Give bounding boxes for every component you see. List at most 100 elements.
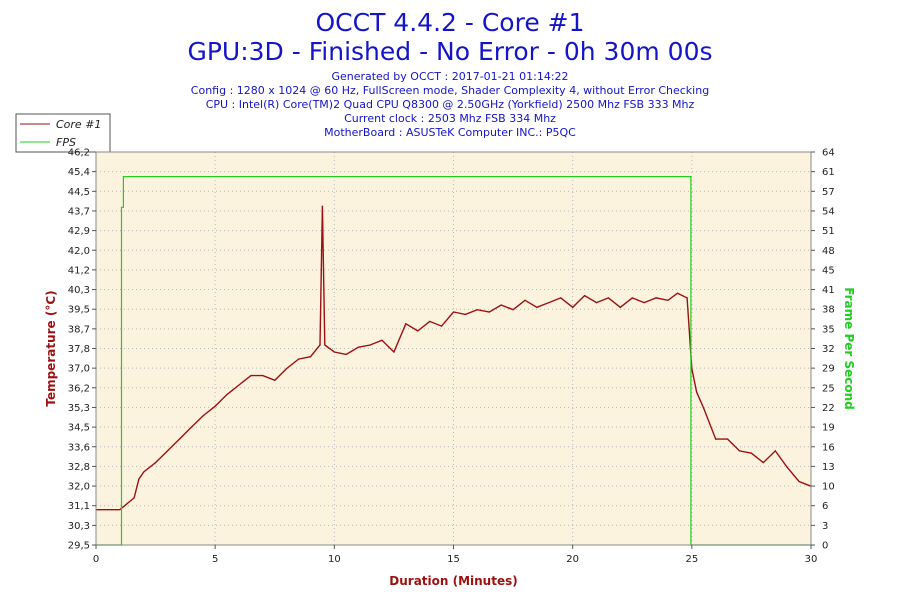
- legend-label-core1: Core #1: [56, 118, 101, 131]
- y-tick-label: 42,9: [68, 226, 90, 237]
- generated-info: Generated by OCCT : 2017-01-21 01:14:22: [331, 70, 568, 83]
- data-point-core1: [774, 450, 776, 452]
- y-tick-label: 42,0: [68, 246, 90, 257]
- data-point-core1: [619, 306, 621, 308]
- y-tick-label: 36,2: [68, 383, 90, 394]
- x-tick-label: 0: [93, 554, 99, 565]
- data-point-core1: [676, 292, 679, 294]
- data-point-core1: [750, 452, 753, 454]
- data-point-core1: [512, 309, 514, 311]
- data-point-core1: [667, 299, 669, 301]
- data-point-core1: [166, 450, 169, 452]
- y-tick-label: 40,3: [68, 285, 90, 296]
- y-tick-label: 39,5: [68, 305, 90, 316]
- data-point-core1: [548, 302, 550, 304]
- x-axis-title: Duration (Minutes): [389, 574, 517, 588]
- y2-tick-label: 54: [822, 206, 835, 217]
- data-point-core1: [738, 450, 741, 452]
- y2-tick-label: 19: [822, 423, 835, 434]
- data-point-core1: [345, 353, 347, 355]
- y2-tick-label: 22: [822, 403, 835, 414]
- data-point-core1: [417, 330, 419, 332]
- data-point-core1: [154, 462, 157, 464]
- motherboard-info: MotherBoard : ASUSTeK Computer INC.: P5Q…: [324, 126, 576, 139]
- y-tick-label: 41,2: [68, 265, 90, 276]
- data-point-core1: [488, 311, 490, 313]
- data-point-core1: [369, 344, 371, 346]
- data-point-core1: [357, 346, 359, 348]
- data-point-core1: [715, 438, 717, 440]
- data-point-core1: [250, 374, 252, 377]
- data-point-core1: [726, 438, 729, 440]
- y-axis-title: Temperature (°C): [44, 290, 58, 406]
- data-point-fps: [124, 175, 126, 178]
- y-tick-label: 37,8: [68, 344, 90, 355]
- x-tick-label: 20: [566, 554, 579, 565]
- chart-subtitle: GPU:3D - Finished - No Error - 0h 30m 00…: [187, 37, 712, 66]
- data-point-core1: [607, 297, 610, 299]
- y2-tick-label: 51: [822, 226, 835, 237]
- y-tick-label: 44,5: [68, 187, 90, 198]
- y2-tick-label: 32: [822, 344, 835, 355]
- y2-tick-label: 16: [822, 442, 835, 453]
- data-point-core1: [262, 374, 264, 377]
- x-tick-label: 10: [328, 554, 341, 565]
- y2-tick-label: 57: [822, 187, 835, 198]
- y-tick-label: 32,0: [68, 482, 90, 493]
- data-point-core1: [524, 299, 526, 301]
- y-tick-label: 32,8: [68, 462, 90, 473]
- y-tick-label: 43,7: [68, 206, 90, 217]
- data-point-core1: [214, 405, 216, 407]
- y-tick-label: 35,3: [68, 403, 90, 414]
- data-point-core1: [119, 509, 121, 511]
- y2-tick-label: 64: [822, 148, 835, 159]
- data-point-core1: [178, 438, 181, 440]
- data-point-core1: [595, 302, 598, 304]
- y2-tick-label: 13: [822, 462, 835, 473]
- config-info: Config : 1280 x 1024 @ 60 Hz, FullScreen…: [191, 84, 709, 97]
- data-point-core1: [393, 351, 395, 353]
- data-point-core1: [703, 407, 705, 410]
- y-tick-label: 31,1: [68, 501, 90, 512]
- clock-info: Current clock : 2503 Mhz FSB 334 Mhz: [344, 112, 556, 125]
- data-point-core1: [143, 471, 145, 473]
- y2-tick-label: 6: [822, 501, 828, 512]
- data-point-core1: [321, 205, 324, 207]
- data-point-core1: [286, 367, 288, 370]
- x-tick-label: 5: [212, 554, 218, 565]
- y-tick-label: 38,7: [68, 324, 90, 335]
- y2-tick-label: 3: [822, 521, 828, 532]
- data-point-core1: [686, 297, 688, 299]
- data-point-core1: [643, 302, 645, 304]
- data-point-core1: [297, 358, 300, 360]
- data-point-core1: [798, 480, 800, 483]
- data-point-core1: [500, 304, 502, 306]
- data-point-fps: [690, 175, 692, 178]
- legend-box: [15, 113, 111, 153]
- x-tick-label: 30: [805, 554, 818, 565]
- y2-tick-label: 61: [822, 167, 835, 178]
- data-point-core1: [476, 309, 478, 311]
- data-point-core1: [405, 323, 407, 325]
- data-point-core1: [381, 339, 383, 341]
- data-point-core1: [309, 356, 312, 358]
- y2-tick-label: 45: [822, 265, 835, 276]
- data-point-core1: [631, 297, 633, 299]
- data-point-core1: [696, 391, 698, 393]
- x-tick-label: 25: [685, 554, 698, 565]
- data-point-core1: [655, 297, 657, 299]
- y2-tick-label: 25: [822, 383, 835, 394]
- data-point-core1: [202, 414, 204, 417]
- data-point-core1: [324, 344, 326, 346]
- data-point-core1: [786, 466, 788, 468]
- y-tick-label: 29,5: [68, 541, 90, 552]
- grid: [96, 152, 811, 545]
- data-point-fps: [120, 206, 123, 208]
- y2-tick-label: 35: [822, 324, 835, 335]
- data-point-core1: [583, 294, 586, 297]
- x-tick-label: 15: [447, 554, 460, 565]
- y-tick-label: 45,4: [68, 167, 90, 178]
- data-point-core1: [560, 297, 562, 299]
- y-tick-label: 37,0: [68, 364, 90, 375]
- data-point-core1: [319, 344, 321, 346]
